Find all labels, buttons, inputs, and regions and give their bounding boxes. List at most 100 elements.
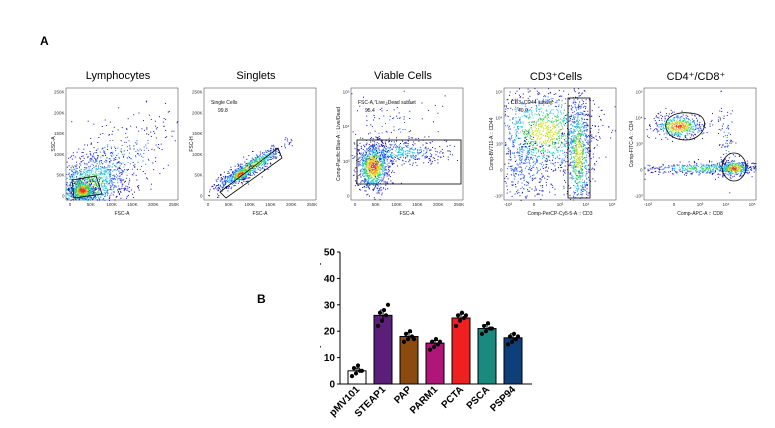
x-tick-label: 0: [207, 202, 210, 207]
event-dot: [92, 180, 94, 182]
event-dot: [357, 110, 358, 112]
event-dot: [537, 93, 539, 95]
event-dot: [69, 176, 71, 178]
event-dot: [105, 125, 107, 126]
event-dot: [530, 141, 532, 143]
event-dot: [112, 163, 114, 165]
event-dot: [238, 175, 240, 177]
event-dot: [367, 182, 369, 184]
event-dot: [85, 197, 87, 199]
event-dot: [147, 158, 149, 160]
event-dot: [374, 117, 376, 119]
event-dot: [87, 175, 89, 177]
event-dot: [261, 164, 262, 166]
event-dot: [88, 185, 89, 187]
event-dot: [262, 157, 264, 159]
event-dot: [409, 149, 411, 151]
event-dot: [353, 169, 355, 171]
event-dot: [358, 163, 360, 165]
event-dot: [574, 131, 575, 133]
event-dot: [258, 164, 260, 166]
event-dot: [259, 164, 261, 166]
event-dot: [598, 125, 599, 127]
event-dot: [223, 176, 225, 178]
event-dot: [251, 165, 253, 167]
event-dot: [528, 132, 530, 134]
event-dot: [237, 163, 239, 165]
event-dot: [412, 162, 414, 164]
event-dot: [119, 175, 121, 177]
event-dot: [95, 160, 97, 162]
event-dot: [519, 108, 521, 110]
event-dot: [87, 120, 89, 122]
event-dot: [235, 178, 237, 180]
event-dot: [75, 171, 77, 173]
event-dot: [545, 96, 547, 98]
event-dot: [398, 151, 400, 152]
event-dot: [108, 183, 109, 184]
event-dot: [403, 118, 405, 120]
event-dot: [538, 100, 540, 102]
event-dot: [92, 186, 94, 187]
event-dot: [374, 171, 376, 173]
event-dot: [384, 181, 386, 183]
event-dot: [92, 189, 93, 191]
event-dot: [552, 101, 554, 102]
event-dot: [233, 182, 235, 184]
event-dot: [99, 163, 101, 165]
event-dot: [240, 174, 242, 176]
event-dot: [252, 166, 254, 167]
event-dot: [579, 133, 581, 135]
event-dot: [380, 160, 382, 162]
event-dot: [245, 166, 246, 168]
event-dot: [236, 181, 238, 183]
event-dot: [257, 167, 259, 169]
event-dot: [97, 170, 99, 172]
event-dot: [546, 155, 548, 156]
event-dot: [93, 156, 95, 158]
event-dot: [76, 183, 78, 185]
event-dot: [99, 161, 100, 163]
event-dot: [102, 188, 104, 190]
event-dot: [371, 171, 373, 173]
event-dot: [241, 169, 243, 171]
event-dot: [542, 185, 544, 186]
event-dot: [368, 179, 370, 181]
event-dot: [110, 152, 112, 154]
event-dot: [78, 179, 80, 181]
event-dot: [524, 103, 526, 105]
event-dot: [557, 110, 559, 112]
event-dot: [155, 128, 157, 130]
event-dot: [82, 182, 84, 183]
event-dot: [94, 180, 96, 182]
event-dot: [216, 180, 218, 182]
event-dot: [243, 176, 245, 178]
event-dot: [238, 173, 240, 175]
event-dot: [70, 179, 72, 180]
event-dot: [265, 155, 266, 157]
event-dot: [530, 153, 532, 155]
event-dot: [382, 172, 384, 174]
event-dot: [556, 125, 558, 126]
event-dot: [243, 165, 245, 166]
event-dot: [539, 162, 541, 164]
event-dot: [249, 164, 251, 166]
event-dot: [536, 90, 538, 92]
event-dot: [532, 134, 534, 136]
event-dot: [375, 167, 377, 169]
event-dot: [378, 179, 380, 181]
event-dot: [552, 170, 554, 172]
event-dot: [519, 88, 520, 90]
event-dot: [508, 94, 510, 96]
event-dot: [244, 169, 246, 171]
event-dot: [525, 116, 527, 117]
event-dot: [259, 155, 261, 157]
event-dot: [98, 165, 99, 167]
event-dot: [401, 148, 403, 150]
event-dot: [69, 186, 71, 188]
event-dot: [89, 151, 91, 152]
event-dot: [550, 120, 552, 122]
event-dot: [535, 99, 536, 101]
event-dot: [70, 187, 72, 189]
y-tick-label: 10⁴: [343, 124, 350, 129]
